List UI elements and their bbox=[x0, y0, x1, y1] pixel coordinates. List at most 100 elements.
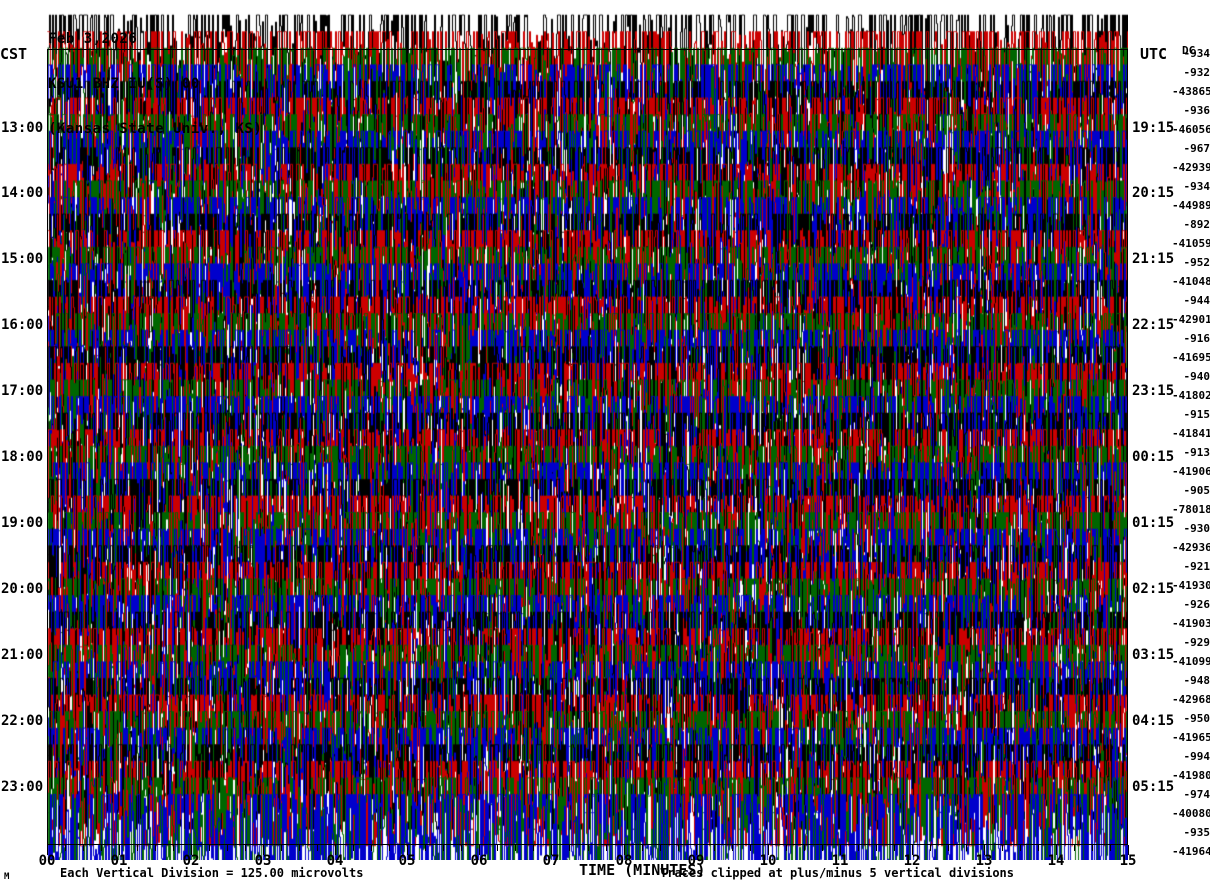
dc-offset-value: -994 bbox=[1183, 750, 1210, 763]
minute-tick-minor bbox=[1002, 845, 1003, 851]
minute-tick-minor bbox=[227, 845, 228, 851]
dc-offset-value: -41841 bbox=[1172, 427, 1210, 440]
dc-offset-value: -932 bbox=[1183, 66, 1210, 79]
minute-tick-label: 06 bbox=[470, 853, 488, 869]
minute-tick-major bbox=[407, 845, 408, 855]
minute-tick-major bbox=[1056, 845, 1057, 855]
left-hour-tick: 13:00 bbox=[1, 120, 44, 136]
minute-tick-minor bbox=[750, 845, 751, 851]
header-date: Feb 3,2026 bbox=[48, 31, 138, 47]
minute-tick-minor bbox=[786, 845, 787, 851]
vertical-scale-note: Each Vertical Division = 125.00 microvol… bbox=[60, 866, 364, 880]
minute-tick-label: 04 bbox=[326, 853, 344, 869]
right-utc-tick: 04:15 bbox=[1132, 713, 1175, 729]
minute-tick-minor bbox=[281, 845, 282, 851]
minute-tick-minor bbox=[588, 845, 589, 851]
minute-tick-minor bbox=[732, 845, 733, 851]
minute-tick-minor bbox=[714, 845, 715, 851]
right-utc-tick: 20:15 bbox=[1132, 185, 1175, 201]
dc-offset-value: -934 bbox=[1183, 47, 1210, 60]
minute-tick-minor bbox=[606, 845, 607, 851]
right-utc-tick: 22:15 bbox=[1132, 317, 1175, 333]
minute-tick-minor bbox=[1020, 845, 1021, 851]
minute-tick-label: 05 bbox=[398, 853, 416, 869]
right-utc-tick: 00:15 bbox=[1132, 449, 1175, 465]
clipping-note: Traces clipped at plus/minus 5 vertical … bbox=[660, 866, 1015, 880]
minute-tick-major bbox=[263, 845, 264, 855]
minute-tick-label: 15 bbox=[1119, 853, 1137, 869]
minute-tick-minor bbox=[425, 845, 426, 851]
dc-offset-value: -921 bbox=[1183, 560, 1210, 573]
minute-tick-label: 03 bbox=[254, 853, 272, 869]
dc-offset-value: -935 bbox=[1183, 826, 1210, 839]
minute-tick-label: 02 bbox=[182, 853, 200, 869]
minute-tick-label: 14 bbox=[1047, 853, 1065, 869]
dc-offset-value: -950 bbox=[1183, 712, 1210, 725]
minute-tick-major bbox=[191, 845, 192, 855]
minute-tick-major bbox=[768, 845, 769, 855]
dc-offset-value: -42936 bbox=[1172, 541, 1210, 554]
minute-tick-minor bbox=[371, 845, 372, 851]
dc-offset-value: -926 bbox=[1183, 598, 1210, 611]
minute-tick-minor bbox=[101, 845, 102, 851]
minute-tick-minor bbox=[930, 845, 931, 851]
minute-tick-label: 09 bbox=[687, 853, 705, 869]
minute-tick-minor bbox=[461, 845, 462, 851]
minute-tick-minor bbox=[317, 845, 318, 851]
dc-offset-value: -948 bbox=[1183, 674, 1210, 687]
minute-tick-minor bbox=[173, 845, 174, 851]
dc-offset-value: -43865 bbox=[1172, 85, 1210, 98]
minute-tick-minor bbox=[569, 845, 570, 851]
minute-tick-minor bbox=[822, 845, 823, 851]
minute-tick-minor bbox=[137, 845, 138, 851]
header-station: KSU1 BHZ IU(S) 00 bbox=[48, 76, 200, 92]
minute-tick-major bbox=[840, 845, 841, 855]
left-hour-tick: 16:00 bbox=[1, 317, 44, 333]
right-utc-tick: 21:15 bbox=[1132, 251, 1175, 267]
left-hour-tick: 23:00 bbox=[1, 779, 44, 795]
minute-tick-major bbox=[624, 845, 625, 855]
minute-tick-major bbox=[119, 845, 120, 855]
minute-tick-minor bbox=[389, 845, 390, 851]
left-hour-tick: 22:00 bbox=[1, 713, 44, 729]
left-hour-tick: 18:00 bbox=[1, 449, 44, 465]
dc-offset-value: -42939 bbox=[1172, 161, 1210, 174]
minute-tick-label: 08 bbox=[615, 853, 633, 869]
dc-offset-value: -915 bbox=[1183, 408, 1210, 421]
dc-offset-value: -913 bbox=[1183, 446, 1210, 459]
minute-tick-major bbox=[984, 845, 985, 855]
minute-tick-major bbox=[47, 845, 48, 855]
dc-offset-value: -41906 bbox=[1172, 465, 1210, 478]
dc-offset-value: -892 bbox=[1183, 218, 1210, 231]
left-hour-tick: 15:00 bbox=[1, 251, 44, 267]
right-time-axis: 19:15 20:15 21:15 22:15 23:15 00:15 01:15 02:15… bbox=[1128, 0, 1210, 886]
left-hour-tick: 20:00 bbox=[1, 581, 44, 597]
dc-offset-value: -967 bbox=[1183, 142, 1210, 155]
dc-offset-value: -41964 bbox=[1172, 845, 1210, 858]
corner-marker: M bbox=[4, 872, 10, 882]
minute-tick-minor bbox=[353, 845, 354, 851]
dc-offset-value: -974 bbox=[1183, 788, 1210, 801]
minute-tick-major bbox=[551, 845, 552, 855]
minute-tick-major bbox=[1128, 845, 1129, 855]
minute-tick-minor bbox=[966, 845, 967, 851]
dc-offset-value: -41930 bbox=[1172, 579, 1210, 592]
minute-tick-major bbox=[696, 845, 697, 855]
left-hour-tick: 14:00 bbox=[1, 185, 44, 201]
minute-tick-minor bbox=[83, 845, 84, 851]
dc-offset-value: -934 bbox=[1183, 180, 1210, 193]
dc-offset-value: -940 bbox=[1183, 370, 1210, 383]
right-utc-tick: 01:15 bbox=[1132, 515, 1175, 531]
minute-tick-minor bbox=[209, 845, 210, 851]
dc-offset-value: -929 bbox=[1183, 636, 1210, 649]
dc-offset-value: -78018 bbox=[1172, 503, 1210, 516]
right-utc-tick: 02:15 bbox=[1132, 581, 1175, 597]
dc-offset-value: -916 bbox=[1183, 332, 1210, 345]
dc-offset-value: -42968 bbox=[1172, 693, 1210, 706]
minute-tick-minor bbox=[1110, 845, 1111, 851]
dc-offset-value: -46056 bbox=[1172, 123, 1210, 136]
left-hour-tick: 19:00 bbox=[1, 515, 44, 531]
dc-offset-value: -41059 bbox=[1172, 237, 1210, 250]
minute-tick-minor bbox=[515, 845, 516, 851]
minute-tick-minor bbox=[1038, 845, 1039, 851]
